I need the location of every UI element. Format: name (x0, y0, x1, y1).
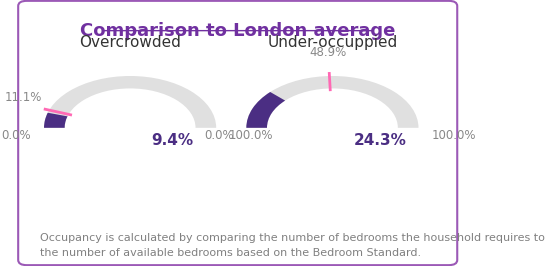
Wedge shape (44, 76, 216, 128)
Text: Overcrowded: Overcrowded (79, 35, 181, 50)
Wedge shape (246, 76, 419, 128)
Text: 100.0%: 100.0% (229, 129, 273, 142)
Text: 100.0%: 100.0% (431, 129, 476, 142)
Text: Comparison to London average: Comparison to London average (80, 22, 395, 40)
Text: Under-occuppied: Under-occuppied (267, 35, 398, 50)
Text: 0.0%: 0.0% (204, 129, 233, 142)
Wedge shape (246, 92, 285, 128)
FancyBboxPatch shape (18, 1, 457, 265)
Wedge shape (44, 113, 68, 128)
Text: 24.3%: 24.3% (354, 133, 407, 148)
Text: 0.0%: 0.0% (2, 129, 31, 142)
Text: 48.9%: 48.9% (310, 46, 347, 59)
Text: 9.4%: 9.4% (152, 133, 194, 148)
Text: Occupancy is calculated by comparing the number of bedrooms the household requir: Occupancy is calculated by comparing the… (40, 233, 544, 257)
Text: 11.1%: 11.1% (4, 91, 42, 104)
